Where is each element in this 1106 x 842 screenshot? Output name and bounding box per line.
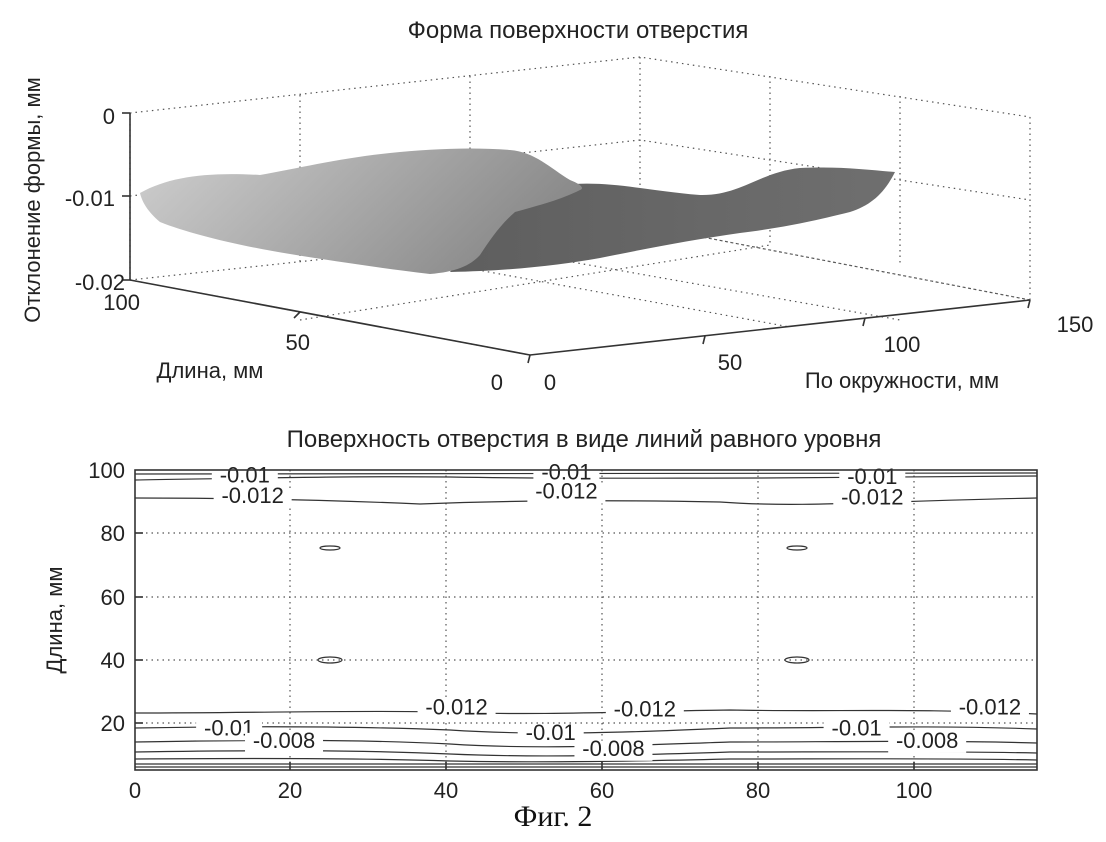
contour-label: -0.008 <box>253 728 315 753</box>
surface-x-tick-50: 50 <box>718 350 742 375</box>
contour-y-tick-80: 80 <box>101 521 125 546</box>
surface-x-axis <box>530 300 1030 355</box>
surface-y-tick-0: 0 <box>491 370 503 395</box>
surface-x-tick-150: 150 <box>1057 312 1094 337</box>
contour-island-1 <box>320 546 340 550</box>
surface-y-tick-100: 100 <box>103 290 140 315</box>
contour-grid <box>135 470 1037 770</box>
contour-label: -0.012 <box>425 695 487 720</box>
contour-label: -0.01 <box>526 720 576 745</box>
surface-x-tick-0: 0 <box>544 370 556 395</box>
contour-y-tick-20: 20 <box>101 711 125 736</box>
contour-axes-box <box>135 470 1037 770</box>
contour-label: -0.012 <box>841 485 903 510</box>
contour-y-tick-40: 40 <box>101 648 125 673</box>
contour-island-2 <box>787 546 807 550</box>
contour-label: -0.008 <box>896 728 958 753</box>
contour-label: -0.012 <box>959 695 1021 720</box>
contour-label-layer: -0.01-0.012-0.01-0.012-0.01-0.012-0.012-… <box>196 459 1029 760</box>
surface-z-tick-0: 0 <box>103 104 115 129</box>
contour-island-3 <box>318 657 342 663</box>
surface-y-tick-50: 50 <box>286 330 310 355</box>
contour-y-tick-60: 60 <box>101 585 125 610</box>
contour-y-label: Длина, мм <box>42 567 67 674</box>
surface-z-label: Отклонение формы, мм <box>20 77 45 323</box>
contour-line-bottom-1 <box>135 710 1037 714</box>
surface-title: Форма поверхности отверстия <box>408 17 749 44</box>
surface-x-tick-100: 100 <box>884 332 921 357</box>
surface-z-tick-1: -0.01 <box>65 186 115 211</box>
contour-label: -0.012 <box>535 478 597 503</box>
contour-label: -0.008 <box>582 736 644 761</box>
contour-y-tick-100: 100 <box>88 458 125 483</box>
contour-island-4 <box>785 657 809 663</box>
surface-plot: Форма поверхности отверстия <box>20 17 1093 395</box>
surface-x-label: По окружности, мм <box>805 368 999 393</box>
contour-title: Поверхность отверстия в виде линий равно… <box>287 426 882 453</box>
surface-y-label: Длина, мм <box>157 358 264 383</box>
contour-label: -0.01 <box>832 715 882 740</box>
contour-plot: Поверхность отверстия в виде линий равно… <box>42 426 1037 803</box>
contour-label: -0.012 <box>221 483 283 508</box>
surface-y-axis <box>130 280 530 355</box>
figure-caption: Фиг. 2 <box>0 800 1106 834</box>
contour-label: -0.012 <box>614 696 676 721</box>
